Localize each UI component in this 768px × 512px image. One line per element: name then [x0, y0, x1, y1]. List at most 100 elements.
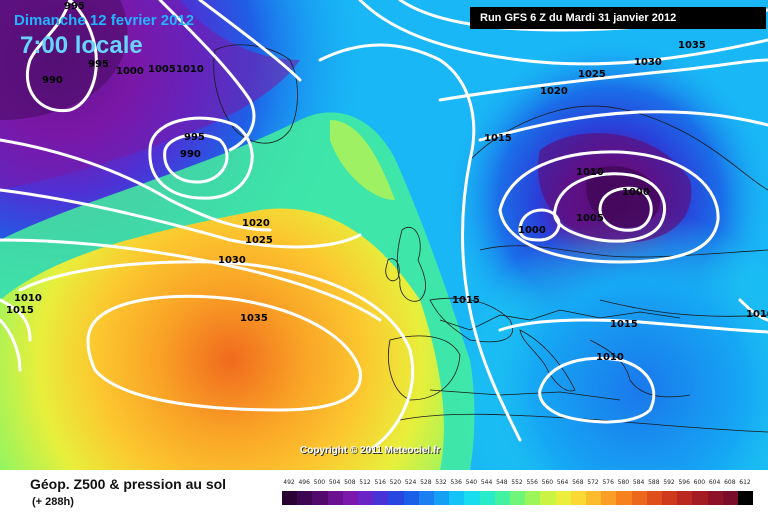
isobar-label: 1010: [176, 64, 204, 75]
scale-tick-label: 552: [511, 479, 523, 486]
scale-tick-label: 564: [556, 479, 569, 486]
scale-tick-label: 528: [420, 479, 432, 486]
isobar-label: 1010: [576, 167, 604, 178]
scale-tick-label: 584: [632, 479, 645, 486]
scale-swatch: [631, 491, 647, 505]
scale-swatch: [464, 491, 480, 505]
scale-tick-label: 532: [435, 479, 447, 486]
scale-tick-label: 544: [480, 479, 493, 486]
isobar-label: 1000: [622, 187, 650, 198]
scale-swatch: [722, 491, 738, 505]
scale-tick-label: 608: [724, 479, 736, 486]
scale-tick-label: 560: [541, 479, 554, 486]
color-scale: 492 496 500 504 508 512 516 520 524 528 532 536 540 5…: [282, 479, 754, 507]
scale-swatch: [327, 491, 343, 505]
scale-swatch: [738, 491, 754, 505]
scale-tick-label: 500: [313, 479, 326, 486]
scale-swatch: [586, 491, 602, 505]
isobar-label: 990: [42, 75, 63, 86]
scale-swatch: [601, 491, 617, 505]
scale-swatch: [312, 491, 328, 505]
scale-tick-label: 512: [359, 479, 371, 486]
model-run-banner: Run GFS 6 Z du Mardi 31 janvier 2012: [470, 7, 766, 29]
legend-subtitle: (+ 288h): [32, 496, 74, 508]
isobar-label: 1010: [14, 293, 42, 304]
scale-tick-label: 556: [526, 479, 538, 486]
scale-tick-label: 572: [587, 479, 599, 486]
isobar-label: 1020: [540, 86, 568, 97]
scale-tick-label: 592: [663, 479, 675, 486]
scale-swatch: [510, 491, 526, 505]
iberia-outline: [388, 335, 461, 401]
scale-tick-label: 576: [602, 479, 614, 486]
ireland-outline: [385, 258, 400, 282]
scale-swatch: [479, 491, 495, 505]
scale-swatch: [570, 491, 586, 505]
scale-tick-label: 520: [389, 479, 402, 486]
copyright-notice: Copyright © 2011 Meteociel.fr: [300, 445, 441, 456]
scale-swatch: [692, 491, 708, 505]
isobar-label: 1015: [452, 295, 480, 306]
forecast-time-title: 7:00 locale: [20, 32, 143, 59]
scandinavia-outline: [469, 105, 768, 191]
scale-swatch: [388, 491, 404, 505]
isobar-label: 1025: [245, 235, 273, 246]
scale-tick-label: 548: [496, 479, 508, 486]
scale-tick-label: 600: [693, 479, 706, 486]
scale-tick-label: 596: [678, 479, 690, 486]
scale-tick-label: 580: [617, 479, 630, 486]
isobar-label: 1015: [6, 305, 34, 316]
isobar-label: 1010: [596, 352, 624, 363]
italy-outline: [519, 329, 576, 392]
scale-tick-label: 568: [572, 479, 584, 486]
isobar-label: 1000: [116, 66, 144, 77]
mediterranean-line: [429, 389, 621, 401]
scale-tick-label: 516: [374, 479, 386, 486]
isobar-label: 1005: [148, 64, 176, 75]
scale-swatch: [282, 491, 298, 505]
balkans-outline: [589, 339, 691, 398]
isobar-label: 990: [180, 149, 201, 160]
coastlines: [213, 44, 768, 433]
scale-swatch: [677, 491, 693, 505]
scale-swatch: [297, 491, 313, 505]
scale-tick-label: 508: [344, 479, 356, 486]
isobar-label: 1035: [240, 313, 268, 324]
scale-swatch: [449, 491, 465, 505]
scale-swatch: [418, 491, 434, 505]
scale-swatch: [616, 491, 632, 505]
forecast-date-title: Dimanche 12 fevrier 2012: [14, 12, 195, 29]
scale-swatch: [373, 491, 389, 505]
isobar-label: 995: [184, 132, 205, 143]
geopotential-field: [0, 0, 768, 470]
scale-swatch: [525, 491, 541, 505]
isobar-label: 995: [64, 1, 85, 12]
scale-swatch: [494, 491, 510, 505]
scale-swatch: [540, 491, 556, 505]
scale-tick-label: 612: [739, 479, 751, 486]
weather-map: 995 990 995 1000 1005 1010 995 990 1020 …: [0, 0, 768, 470]
iceland-outline: [213, 44, 298, 144]
scale-swatch: [555, 491, 571, 505]
scale-swatch: [646, 491, 662, 505]
black-sea-north: [599, 299, 768, 317]
scale-tick-label: 540: [465, 479, 478, 486]
scale-tick-label: 536: [450, 479, 462, 486]
scale-swatch: [434, 491, 450, 505]
scale-tick-label: 604: [708, 479, 721, 486]
isobar-label: 1005: [576, 213, 604, 224]
legend-title: Géop. Z500 & pression au sol: [30, 476, 227, 492]
scale-swatch: [662, 491, 678, 505]
scale-tick-label: 492: [283, 479, 295, 486]
isobar-label: 1030: [634, 57, 662, 68]
isobar-label: 1015: [610, 319, 638, 330]
isobar-label: 1025: [578, 69, 606, 80]
scale-tick-label: 496: [298, 479, 310, 486]
scale-swatch: [707, 491, 723, 505]
isobar-label: 1030: [218, 255, 246, 266]
scale-swatch: [342, 491, 358, 505]
britain-outline: [396, 227, 427, 302]
isobar-label: 1000: [518, 225, 546, 236]
isobar-label: 1015: [484, 133, 512, 144]
north-africa-coast: [399, 413, 768, 433]
